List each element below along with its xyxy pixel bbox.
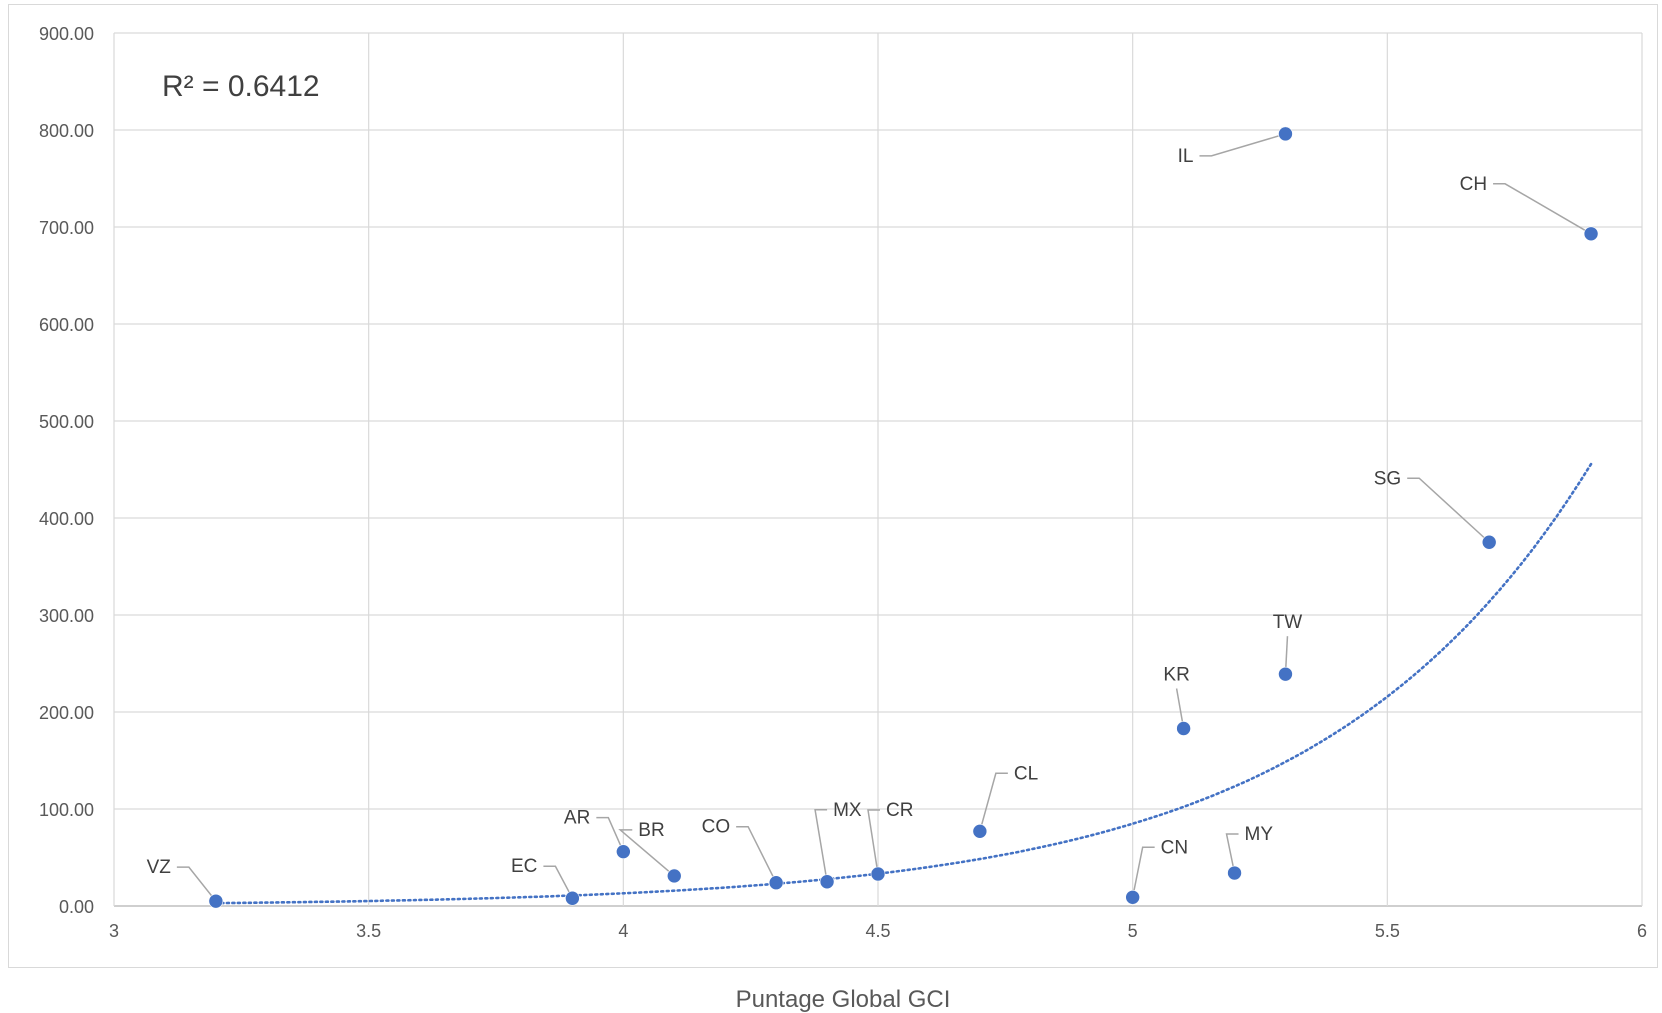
x-tick-label: 5.5 bbox=[1375, 921, 1400, 941]
point-label: CO bbox=[702, 817, 731, 838]
data-points bbox=[208, 126, 1599, 909]
point-label: AR bbox=[564, 808, 590, 829]
trendline-path bbox=[214, 462, 1593, 905]
trendline bbox=[214, 462, 1593, 905]
data-point bbox=[208, 893, 224, 909]
point-label: IL bbox=[1178, 146, 1194, 167]
x-tick-label: 6 bbox=[1637, 921, 1647, 941]
y-tick-label: 500.00 bbox=[39, 412, 94, 432]
data-point bbox=[1583, 226, 1599, 242]
r-squared-annotation: R² = 0.6412 bbox=[162, 70, 320, 103]
y-tick-label: 200.00 bbox=[39, 703, 94, 723]
data-point bbox=[972, 824, 988, 839]
data-point bbox=[1278, 126, 1293, 142]
data-point bbox=[870, 866, 886, 882]
point-label: BR bbox=[638, 820, 664, 841]
y-tick-label: 900.00 bbox=[39, 24, 94, 44]
y-tick-label: 300.00 bbox=[39, 606, 94, 626]
x-axis: 3 3.5 4 4.5 5 5.5 6 bbox=[109, 921, 1647, 941]
data-point bbox=[1227, 865, 1242, 881]
point-label: TW bbox=[1273, 612, 1303, 633]
data-point bbox=[666, 868, 682, 884]
point-label: KR bbox=[1163, 664, 1189, 685]
x-axis-title: Puntage Global GCI bbox=[736, 986, 951, 1013]
leader-line bbox=[596, 816, 625, 852]
data-point bbox=[616, 844, 631, 859]
leader-line bbox=[1407, 477, 1490, 543]
x-tick-label: 3 bbox=[109, 921, 119, 941]
leader-line bbox=[1131, 846, 1155, 898]
leader-line bbox=[176, 866, 217, 902]
x-tick-label: 4.5 bbox=[865, 921, 890, 941]
leader-line bbox=[1199, 133, 1286, 157]
y-tick-label: 800.00 bbox=[39, 121, 94, 141]
point-label: VZ bbox=[147, 857, 172, 878]
x-tick-label: 5 bbox=[1128, 921, 1138, 941]
y-tick-label: 700.00 bbox=[39, 218, 94, 238]
leader-line bbox=[618, 829, 675, 877]
chart-area bbox=[8, 4, 1658, 968]
data-point bbox=[819, 874, 835, 890]
y-tick-label: 400.00 bbox=[39, 509, 94, 529]
point-label: CR bbox=[886, 800, 913, 821]
gridlines bbox=[113, 32, 1643, 907]
y-tick-label: 600.00 bbox=[39, 315, 94, 335]
leader-line bbox=[979, 772, 1008, 832]
leader-line bbox=[736, 825, 777, 884]
data-point bbox=[1125, 889, 1140, 905]
leader-line bbox=[1225, 833, 1239, 874]
data-point bbox=[768, 875, 784, 891]
data-point bbox=[565, 890, 580, 906]
data-point bbox=[1278, 666, 1293, 682]
leader-line bbox=[814, 809, 828, 882]
x-tick-label: 4 bbox=[618, 921, 628, 941]
data-point bbox=[1176, 721, 1191, 736]
leader-line bbox=[1493, 183, 1592, 235]
x-tick-label: 3.5 bbox=[356, 921, 381, 941]
data-point bbox=[1481, 534, 1497, 550]
y-tick-label: 100.00 bbox=[39, 800, 94, 820]
leader-line bbox=[867, 809, 880, 875]
point-label: EC bbox=[511, 856, 537, 877]
point-labels: VZ EC AR BR CO MX CR CL CN KR MY IL TW SG CH bbox=[147, 146, 1487, 878]
y-axis: 0.00 100.00 200.00 300.00 400.00 500.00 600.00… bbox=[39, 24, 94, 917]
y-tick-label: 0.00 bbox=[59, 897, 94, 917]
leader-line bbox=[543, 865, 574, 899]
point-label: MY bbox=[1245, 824, 1274, 845]
point-label: SG bbox=[1374, 468, 1401, 489]
point-label: CL bbox=[1014, 763, 1038, 784]
point-label: CH bbox=[1460, 174, 1487, 195]
point-label: MX bbox=[833, 800, 862, 821]
point-label: CN bbox=[1161, 837, 1188, 858]
